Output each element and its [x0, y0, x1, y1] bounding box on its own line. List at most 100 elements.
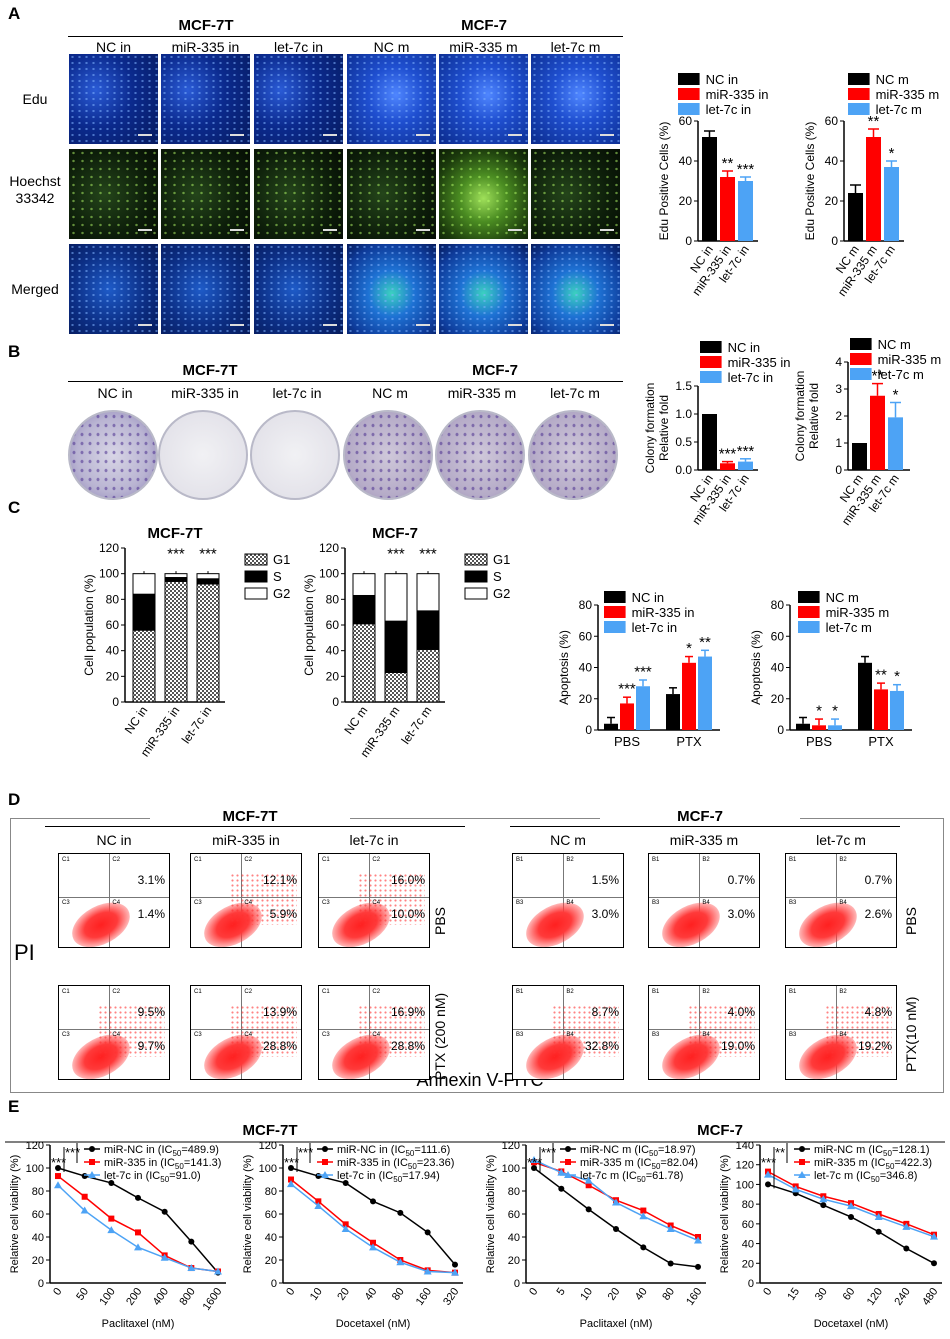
- data-point: [639, 1212, 648, 1220]
- data-point: [820, 1202, 827, 1209]
- x-tick-label: 160: [414, 1286, 434, 1308]
- scale-bar: [416, 324, 430, 326]
- scale-bar: [416, 229, 430, 231]
- significance-label: ***: [527, 1155, 542, 1170]
- d-col-label: let-7c m: [816, 832, 866, 848]
- pct-late-apoptotic: 4.8%: [864, 1004, 892, 1019]
- stack-segment: [352, 594, 376, 625]
- a-header-rule: [68, 36, 623, 37]
- y-tick-label: 0: [271, 1278, 277, 1290]
- quadrant-label: C4: [372, 1031, 381, 1038]
- quadrant-label: C1: [62, 857, 70, 863]
- y-tick-label: 60: [265, 1209, 277, 1221]
- data-point: [694, 1236, 702, 1244]
- quadrant-label: B2: [839, 989, 847, 995]
- quadrant-label: B1: [652, 989, 660, 995]
- y-tick-label: 60: [579, 629, 593, 643]
- data-point: [903, 1245, 910, 1252]
- panel-label-c: C: [8, 498, 21, 517]
- pct-late-apoptotic: 12.1%: [262, 872, 297, 887]
- x-tick-label: 100: [97, 1286, 117, 1308]
- panel-label-e: E: [8, 1097, 20, 1116]
- bar: [888, 417, 903, 470]
- legend-label: miR-335 m (IC50=422.3): [814, 1157, 932, 1171]
- legend-marker: [322, 1146, 328, 1152]
- y-tick-label: 0: [748, 1278, 754, 1290]
- y-tick-label: 20: [32, 1255, 44, 1267]
- stack-segment: [132, 573, 156, 595]
- d-col-label: let-7c in: [349, 832, 399, 848]
- pct-late-apoptotic: 9.5%: [137, 1004, 165, 1019]
- micrograph: [530, 148, 621, 240]
- a-row-label: Merged: [11, 281, 59, 297]
- y-tick-label: 60: [825, 114, 839, 128]
- micrograph: [160, 243, 251, 335]
- micrograph: [346, 243, 437, 335]
- stack-segment: [164, 577, 188, 582]
- x-tick-label: NC m: [341, 704, 370, 737]
- x-tick-label: 160: [684, 1286, 704, 1308]
- quadrant-label: B3: [652, 1031, 660, 1038]
- x-tick-label: 200: [124, 1286, 144, 1308]
- y-tick-label: 0: [685, 234, 692, 248]
- micrograph: [253, 53, 344, 145]
- flow-plot: C1 C2 C3 C4 9.5% 9.7%: [58, 985, 170, 1089]
- colony-dish: [68, 410, 158, 500]
- x-tick-label: 60: [841, 1286, 858, 1303]
- legend-swatch: [850, 368, 872, 380]
- quadrant-label: C2: [244, 989, 253, 995]
- y-tick-label: 1: [835, 436, 842, 450]
- series-line: [57, 1175, 219, 1273]
- gate-vertical: [836, 854, 838, 947]
- x-tick-label: 40: [633, 1286, 650, 1303]
- data-point: [108, 1179, 115, 1186]
- y-tick-label: 60: [508, 1209, 520, 1221]
- stack-segment: [132, 593, 156, 631]
- scatter-events: [230, 873, 298, 926]
- legend-label: miR-NC in (IC50=111.6): [337, 1144, 450, 1158]
- legend-label: NC m: [826, 590, 859, 605]
- x-tick-label: NC in: [122, 704, 151, 737]
- cell-nuclei: [254, 54, 343, 144]
- b-col-label: miR-335 m: [447, 385, 517, 401]
- stack-segment: [196, 573, 220, 580]
- quadrant-label: B2: [702, 857, 710, 863]
- e-group-mcf7t: MCF-7T: [243, 1122, 298, 1139]
- legend-swatch: [700, 356, 722, 368]
- quadrant-label: B4: [566, 1031, 574, 1038]
- y-tick-label: 80: [106, 592, 120, 606]
- legend-label: miR-NC m (IC50=18.97): [580, 1144, 696, 1158]
- data-point: [765, 1181, 771, 1188]
- quadrant-label: C4: [112, 1031, 121, 1038]
- pct-early-apoptotic: 28.8%: [390, 1038, 425, 1053]
- b-group-mcf7: MCF-7: [472, 362, 518, 379]
- y-axis-label: Relative cell viability (%): [719, 1155, 731, 1274]
- data-point: [640, 1244, 647, 1251]
- bar: [866, 137, 881, 241]
- event-cluster: [518, 894, 592, 957]
- quadrant-label: B4: [839, 899, 847, 906]
- cell-nuclei: [69, 149, 158, 239]
- flow-plot: C1 C2 C3 C4 12.1% 5.9%: [190, 853, 302, 957]
- legend-label: G2: [493, 586, 510, 601]
- data-point: [423, 1267, 432, 1275]
- stack-segment: [416, 573, 440, 612]
- y-tick-label: 20: [742, 1258, 754, 1270]
- x-axis-label: Docetaxel (nM): [814, 1318, 889, 1330]
- significance-label: ***: [199, 545, 217, 562]
- pct-early-apoptotic: 2.6%: [864, 906, 892, 921]
- d-col-label: NC m: [550, 832, 586, 848]
- y-tick-label: 40: [326, 644, 340, 658]
- d-col-label: miR-335 m: [669, 832, 739, 848]
- legend-label: S: [493, 569, 502, 584]
- x-tick-label: PTX: [868, 734, 894, 749]
- micrograph: [160, 148, 251, 240]
- y-axis-label: Edu Positive Cells (%): [657, 122, 671, 241]
- x-tick-label: 80: [660, 1286, 677, 1303]
- x-tick-label: 50: [74, 1286, 91, 1303]
- x-tick-label: 15: [785, 1286, 802, 1303]
- x-tick-label: 240: [892, 1286, 912, 1308]
